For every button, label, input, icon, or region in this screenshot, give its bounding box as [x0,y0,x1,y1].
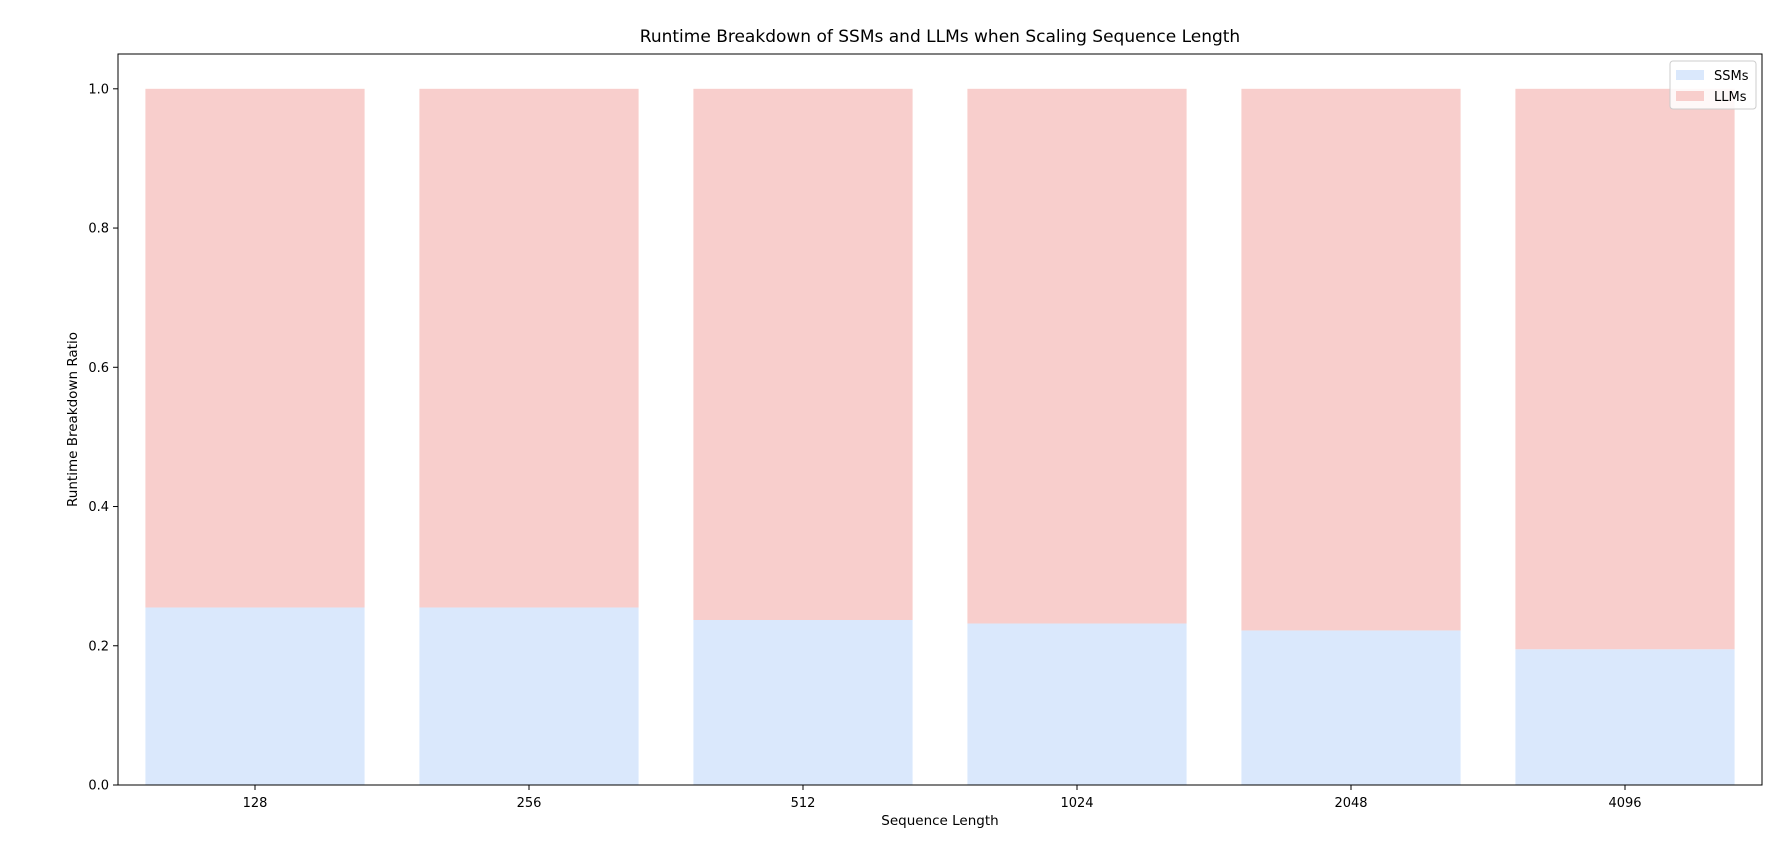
chart-title: Runtime Breakdown of SSMs and LLMs when … [640,27,1240,47]
bar-ssms-1024 [967,623,1187,785]
x-tick-label: 2048 [1334,796,1367,811]
bar-ssms-512 [693,620,913,785]
ticks-layer: 128 256 512 1024 2048 4096 0.0 0.2 0.4 0.6 0.8 1.0 [88,82,1641,811]
legend-label-llms: LLMs [1714,90,1747,105]
y-tick-label: 1.0 [88,82,109,97]
x-axis-label: Sequence Length [881,813,998,829]
y-tick-label: 0.6 [88,361,109,376]
y-axis-label: Runtime Breakdown Ratio [65,332,81,507]
x-tick-label: 128 [243,796,268,811]
y-tick-label: 0.0 [88,779,109,794]
bar-ssms-4096 [1515,649,1735,785]
legend-swatch-llms [1676,91,1704,101]
x-tick-label: 512 [791,796,816,811]
x-tick-label: 4096 [1608,796,1641,811]
legend: SSMs LLMs [1669,60,1757,110]
y-tick-label: 0.8 [88,222,109,237]
bar-llms-1024 [967,88,1187,624]
x-tick-label: 1024 [1060,796,1093,811]
y-tick-label: 0.2 [88,639,109,654]
bar-ssms-2048 [1241,630,1461,785]
bar-llms-128 [145,88,365,608]
bar-llms-2048 [1241,88,1461,631]
legend-swatch-ssms [1676,70,1704,80]
bar-llms-512 [693,88,913,621]
x-tick-label: 256 [517,796,542,811]
bars-layer [145,88,1735,785]
bar-ssms-256 [419,607,639,785]
plot-frame [117,53,1763,786]
bar-llms-4096 [1515,88,1735,650]
bar-llms-256 [419,88,639,608]
y-tick-label: 0.4 [88,500,109,515]
bar-ssms-128 [145,607,365,785]
legend-label-ssms: SSMs [1714,69,1749,84]
